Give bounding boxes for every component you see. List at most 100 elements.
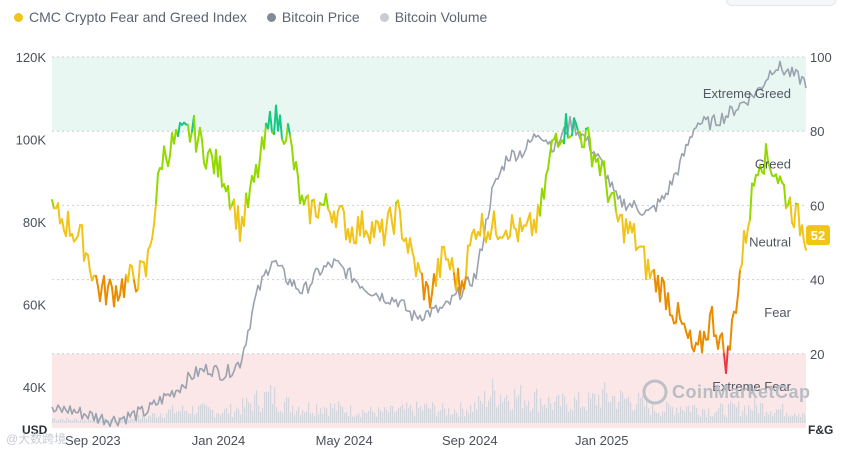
volume-bar	[456, 412, 458, 423]
fear-greed-segment	[725, 345, 729, 375]
fear-greed-segment	[227, 184, 231, 211]
fear-greed-segment	[145, 248, 149, 278]
volume-bar	[614, 396, 616, 423]
fear-greed-segment	[731, 310, 735, 322]
volume-bar	[744, 405, 746, 423]
volume-bar	[110, 419, 112, 423]
volume-bar	[324, 407, 326, 423]
volume-bar	[274, 387, 276, 423]
volume-bar	[370, 406, 372, 423]
fear-greed-segment	[683, 322, 687, 333]
volume-bar	[198, 405, 200, 423]
volume-bar	[616, 408, 618, 423]
fear-greed-segment	[287, 123, 291, 137]
volume-bar	[66, 417, 68, 423]
fear-greed-segment	[389, 206, 393, 224]
fear-greed-segment	[797, 203, 801, 237]
volume-bar	[290, 412, 292, 423]
volume-bar	[112, 418, 114, 423]
volume-bar	[310, 413, 312, 423]
volume-bar	[734, 404, 736, 423]
zone-label-fear: Fear	[764, 305, 791, 320]
fear-greed-segment	[61, 218, 65, 232]
volume-bar	[590, 398, 592, 423]
volume-bar	[436, 416, 438, 423]
volume-bar	[188, 413, 190, 423]
fear-greed-segment	[105, 285, 109, 306]
legend-item-fear-greed[interactable]: CMC Crypto Fear and Greed Index	[14, 9, 247, 25]
volume-bar	[736, 407, 738, 423]
volume-bar	[322, 413, 324, 423]
fear-greed-segment	[87, 254, 91, 273]
fear-greed-segment	[263, 122, 267, 150]
fear-greed-segment	[199, 126, 203, 142]
volume-bar	[588, 392, 590, 423]
volume-bar	[540, 398, 542, 423]
fear-greed-segment	[393, 202, 397, 235]
volume-bar	[402, 404, 404, 423]
volume-bar	[414, 415, 416, 423]
bitcoin-price-line	[51, 60, 807, 428]
fear-greed-segment	[351, 226, 355, 244]
volume-bar	[298, 406, 300, 423]
volume-bar	[220, 415, 222, 423]
fear-greed-segment	[617, 214, 621, 223]
fear-greed-segment	[137, 260, 141, 291]
volume-bar	[530, 411, 532, 423]
fear-greed-segment	[469, 232, 473, 247]
volume-bar	[252, 410, 254, 423]
volume-bar	[760, 403, 762, 423]
volume-bar	[412, 410, 414, 423]
x-axis-tick: Sep 2024	[442, 433, 498, 448]
volume-bar	[660, 416, 662, 423]
volume-bar	[178, 410, 180, 423]
volume-bar	[186, 410, 188, 423]
fear-greed-segment	[583, 127, 587, 149]
volume-bar	[434, 405, 436, 423]
fear-greed-segment	[647, 258, 651, 280]
volume-bar	[480, 400, 482, 423]
x-axis-tick: May 2024	[316, 433, 373, 448]
volume-bar	[682, 410, 684, 423]
zone-label-extreme-fear: Extreme Fear	[712, 379, 791, 394]
legend-item-bitcoin-price[interactable]: Bitcoin Price	[266, 9, 360, 25]
volume-bar	[544, 404, 546, 423]
fear-greed-segment	[189, 130, 193, 143]
volume-bar	[284, 401, 286, 423]
legend-item-bitcoin-volume[interactable]: Bitcoin Volume	[379, 9, 487, 25]
volume-bar	[144, 417, 146, 423]
volume-bar	[174, 413, 176, 423]
volume-bar	[688, 405, 690, 423]
volume-bar	[396, 411, 398, 423]
zone-label-neutral: Neutral	[749, 235, 791, 250]
volume-bar	[720, 403, 722, 423]
volume-bar	[802, 413, 804, 423]
fear-greed-segment	[711, 305, 715, 338]
volume-bar	[584, 407, 586, 423]
watermark-text: CoinMarketCap	[672, 382, 811, 402]
volume-bar	[386, 409, 388, 423]
volume-bar	[346, 412, 348, 423]
volume-bar	[776, 409, 778, 423]
volume-bar	[550, 403, 552, 423]
volume-bar	[470, 404, 472, 423]
fear-greed-segment	[671, 314, 675, 325]
volume-bar	[410, 404, 412, 423]
volume-bar	[592, 392, 594, 423]
volume-bar	[60, 419, 62, 423]
volume-bar	[524, 399, 526, 423]
volume-bar	[232, 417, 234, 423]
volume-bar	[132, 419, 134, 423]
fear-greed-segment	[789, 196, 793, 224]
fear-greed-segment	[173, 128, 177, 145]
volume-bar	[200, 404, 202, 423]
volume-bar	[400, 406, 402, 423]
volume-bar	[586, 410, 588, 423]
volume-bar	[122, 420, 124, 423]
fear-greed-segment	[193, 114, 197, 153]
fear-greed-segment	[99, 284, 103, 303]
volume-bar	[746, 415, 748, 423]
fear-greed-segment	[605, 181, 609, 204]
volume-bar	[120, 419, 122, 423]
volume-bar	[644, 406, 646, 423]
